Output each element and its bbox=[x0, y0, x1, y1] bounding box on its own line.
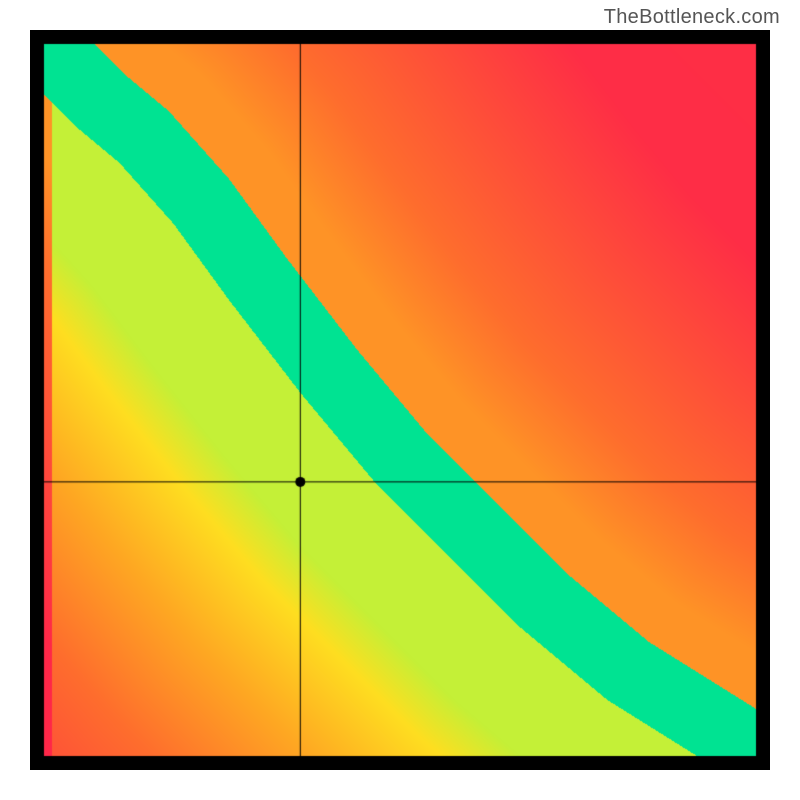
heatmap-plot bbox=[30, 30, 770, 770]
chart-container: TheBottleneck.com bbox=[0, 0, 800, 800]
watermark-text: TheBottleneck.com bbox=[604, 6, 780, 29]
